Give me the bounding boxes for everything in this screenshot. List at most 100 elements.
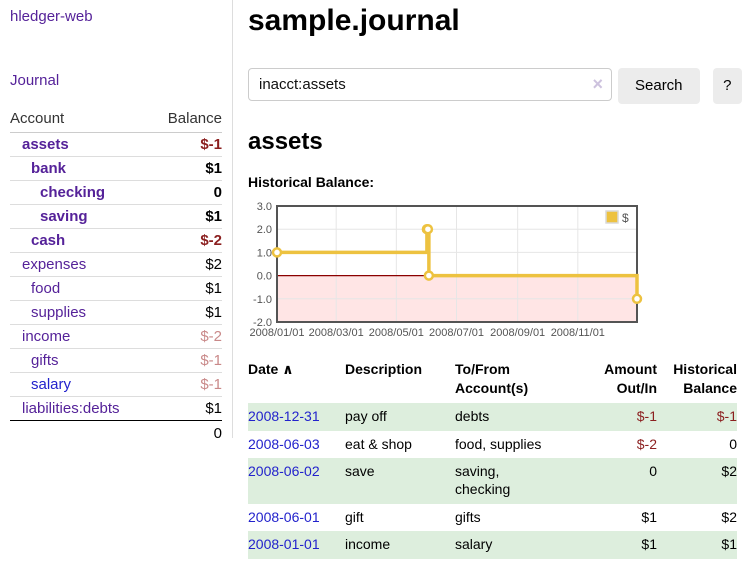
register-date-cell: 2008-01-01 [248, 531, 345, 558]
account-balance: $1 [151, 204, 222, 229]
help-button[interactable]: ? [712, 67, 742, 104]
register-accounts-cell: salary [455, 536, 493, 553]
svg-text:1.0: 1.0 [257, 247, 272, 259]
account-link[interactable]: income [22, 328, 71, 345]
register-balance-cell: $1 [721, 536, 737, 553]
account-link[interactable]: food [31, 280, 61, 297]
account-balance: $-1 [151, 348, 222, 373]
brand-link[interactable]: hledger-web [10, 8, 93, 25]
account-link[interactable]: liabilities:debts [22, 400, 120, 417]
transaction-date-link[interactable]: 2008-01-01 [248, 536, 320, 553]
register-balance-cell: $-1 [716, 408, 737, 425]
account-balance: $1 [151, 300, 222, 325]
transaction-date-link[interactable]: 2008-06-01 [248, 508, 320, 525]
register-header-date[interactable]: Date ∧ [248, 361, 294, 378]
register-balance-cell: 0 [729, 435, 737, 452]
svg-text:2008/09/01: 2008/09/01 [490, 327, 545, 339]
account-row: checking 0 [10, 180, 222, 205]
account-link[interactable]: saving [40, 208, 88, 225]
register-header-amount: Amount Out/In [604, 361, 657, 396]
account-row: cash $-2 [10, 228, 222, 253]
account-balance: $1 [205, 400, 222, 417]
account-link[interactable]: cash [31, 232, 66, 249]
nav-journal-link[interactable]: Journal [10, 72, 60, 89]
register-description-cell: income [345, 536, 391, 553]
register-description-cell: save [345, 462, 375, 479]
accounts-header-account: Account [10, 110, 152, 133]
accounts-header-row: Account Balance [10, 110, 222, 133]
main-content: sample.journal × Search ? assets Histori… [248, 0, 742, 559]
account-balance: $-1 [151, 132, 222, 157]
account-row: supplies $1 [10, 300, 222, 325]
transaction-date-link[interactable]: 2008-06-02 [248, 462, 320, 479]
register-description-cell: pay off [345, 408, 387, 425]
accounts-total-value: 0 [151, 420, 222, 446]
register-amount-cell: $1 [641, 508, 657, 525]
register-balance-cell: $2 [721, 508, 737, 525]
transaction-date-link[interactable]: 2008-06-03 [248, 435, 320, 452]
account-balance: $1 [151, 156, 222, 181]
svg-text:2008/03/01: 2008/03/01 [309, 327, 364, 339]
svg-text:-2.0: -2.0 [253, 317, 272, 329]
account-link[interactable]: expenses [22, 256, 87, 273]
register-row: 2008-06-01 gift gifts $1 $2 [248, 504, 737, 531]
register-row: 2008-06-03 eat & shop food, supplies $-2 0 [248, 431, 737, 458]
search-input[interactable] [248, 67, 612, 101]
search-box: × [248, 67, 612, 101]
register-accounts-cell: debts [455, 408, 490, 425]
svg-text:$: $ [622, 211, 629, 225]
svg-text:2008/11/01: 2008/11/01 [551, 327, 605, 339]
register-balance-cell: $2 [721, 462, 737, 479]
accounts-total-row: 0 [10, 420, 222, 446]
register-amount-cell: $-2 [636, 435, 657, 452]
account-balance: $2 [151, 252, 222, 277]
chart-label: Historical Balance: [248, 174, 375, 191]
page-title: sample.journal [248, 4, 460, 37]
sort-asc-icon: ∧ [282, 361, 294, 378]
register-table: Date ∧ Description To/From Account(s) Am… [248, 360, 737, 559]
register-header-accounts: To/From Account(s) [455, 361, 529, 396]
account-link[interactable]: salary [31, 376, 72, 393]
accounts-body: assets $-1 bank $1 checking 0 saving $1 cash $-2 e… [10, 132, 222, 421]
account-link[interactable]: gifts [31, 352, 59, 369]
svg-text:3.0: 3.0 [257, 201, 272, 213]
account-link[interactable]: checking [40, 184, 106, 201]
account-row: food $1 [10, 276, 222, 301]
account-row: income $-2 [10, 324, 222, 349]
register-date-cell: 2008-12-31 [248, 403, 345, 430]
register-header-description: Description [345, 361, 423, 378]
account-link[interactable]: bank [31, 160, 67, 177]
svg-text:-1.0: -1.0 [253, 294, 272, 306]
register-header-row: Date ∧ Description To/From Account(s) Am… [248, 360, 737, 403]
register-header-balance: Historical Balance [673, 361, 737, 396]
account-row: liabilities:debts $1 [10, 397, 222, 421]
search-row: × Search ? [248, 67, 742, 104]
transaction-date-link[interactable]: 2008-12-31 [248, 408, 320, 425]
svg-text:0.0: 0.0 [257, 271, 272, 283]
account-row: salary $-1 [10, 372, 222, 397]
svg-text:2008/07/01: 2008/07/01 [429, 327, 484, 339]
register-row: 2008-06-02 save saving, checking 0 $2 [248, 457, 737, 504]
register-amount-cell: $-1 [636, 408, 657, 425]
clear-search-icon[interactable]: × [592, 73, 603, 94]
sidebar: hledger-web Journal Account Balance asse… [0, 0, 233, 446]
account-row: bank $1 [10, 156, 222, 181]
register-date-cell: 2008-06-03 [248, 431, 345, 458]
account-link[interactable]: assets [22, 136, 69, 153]
register-row: 2008-01-01 income salary $1 $1 [248, 531, 737, 559]
svg-text:2008/05/01: 2008/05/01 [369, 327, 424, 339]
account-link[interactable]: supplies [31, 304, 87, 321]
account-row: assets $-1 [10, 132, 222, 157]
account-balance: $1 [151, 276, 222, 301]
register-amount-cell: $1 [641, 536, 657, 553]
register-row: 2008-12-31 pay off debts $-1 $-1 [248, 403, 737, 431]
account-row: gifts $-1 [10, 348, 222, 373]
search-button[interactable]: Search [618, 67, 700, 104]
register-body: 2008-12-31 pay off debts $-1 $-1 2008-06-03 ea… [248, 403, 737, 559]
register-description-cell: gift [345, 508, 364, 525]
account-balance: $-1 [151, 372, 222, 397]
account-row: expenses $2 [10, 252, 222, 277]
register-accounts-cell: food, supplies [455, 435, 542, 452]
register-date-cell: 2008-06-01 [248, 504, 345, 531]
